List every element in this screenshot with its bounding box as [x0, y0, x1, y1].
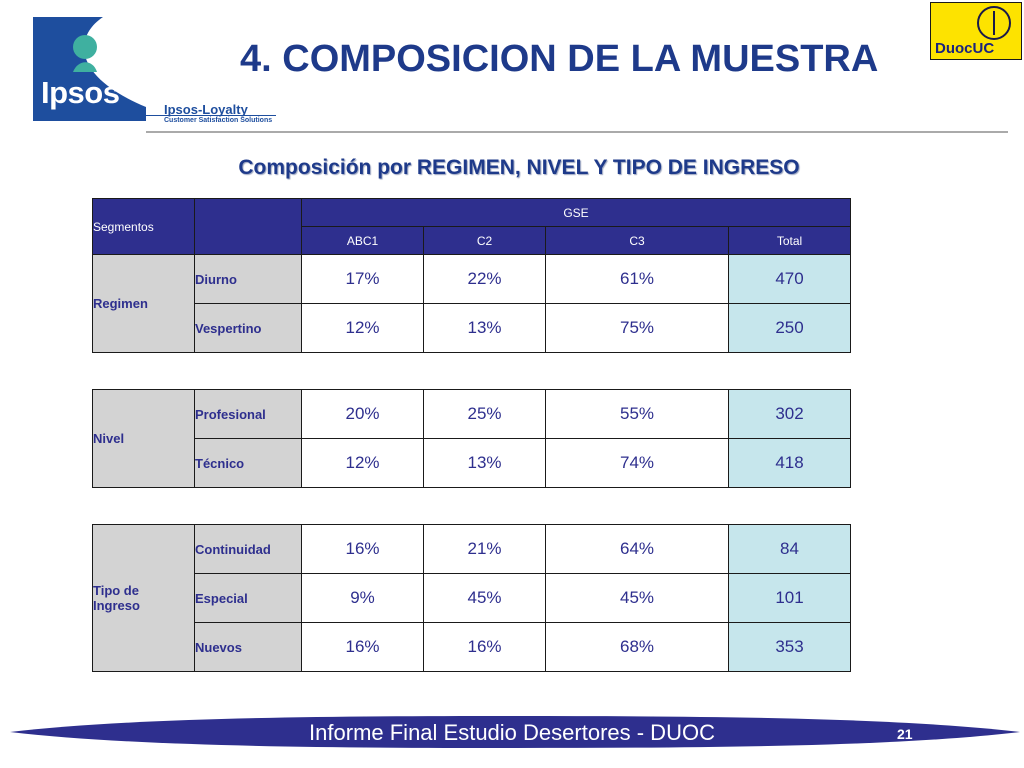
- footer-band: [10, 716, 1020, 748]
- cell-c2: 22%: [423, 254, 546, 304]
- cell-c3: 45%: [545, 573, 729, 623]
- cell-total: 418: [728, 438, 851, 488]
- gse-header: GSE: [301, 198, 851, 227]
- ipsos-figure-icon: [73, 17, 146, 107]
- cell-c2: 13%: [423, 438, 546, 488]
- duoc-shield-icon: [977, 6, 1011, 40]
- nivel-table: Nivel Profesional 20% 25% 55% 302 Técnic…: [92, 389, 851, 488]
- ipsos-loyalty-label: Ipsos-Loyalty: [164, 102, 248, 117]
- segments-header: Segmentos: [92, 198, 195, 255]
- ipsos-logo: Ipsos: [33, 17, 146, 121]
- cell-total: 470: [728, 254, 851, 304]
- duoc-wordmark: DuocUC: [935, 40, 995, 57]
- table-row: Técnico 12% 13% 74% 418: [93, 438, 851, 488]
- cell-total: 353: [728, 622, 851, 672]
- cell-abc1: 16%: [301, 622, 424, 672]
- cell-c2: 13%: [423, 303, 546, 353]
- logo-divider: [146, 115, 276, 116]
- row-label: Profesional: [194, 389, 302, 439]
- row-label: Diurno: [194, 254, 302, 304]
- footer-title: Informe Final Estudio Desertores - DUOC: [309, 720, 715, 745]
- cell-c3: 75%: [545, 303, 729, 353]
- table-row: Nuevos 16% 16% 68% 353: [93, 622, 851, 672]
- label-header: [194, 198, 302, 255]
- group-label: Nivel: [92, 389, 195, 488]
- cell-abc1: 12%: [301, 438, 424, 488]
- cell-total: 84: [728, 524, 851, 574]
- cell-abc1: 20%: [301, 389, 424, 439]
- table-row: Especial 9% 45% 45% 101: [93, 573, 851, 623]
- column-header-abc1: ABC1: [301, 226, 424, 255]
- cell-c3: 61%: [545, 254, 729, 304]
- row-label: Vespertino: [194, 303, 302, 353]
- row-label: Continuidad: [194, 524, 302, 574]
- table-row: Regimen Diurno 17% 22% 61% 470: [92, 254, 851, 353]
- column-header-total: Total: [728, 226, 851, 255]
- cell-abc1: 9%: [301, 573, 424, 623]
- ipsos-wordmark: Ipsos: [41, 75, 120, 110]
- cell-c2: 45%: [423, 573, 546, 623]
- cell-c3: 64%: [545, 524, 729, 574]
- cell-c3: 55%: [545, 389, 729, 439]
- cell-abc1: 17%: [301, 254, 424, 304]
- cell-abc1: 16%: [301, 524, 424, 574]
- table-row: Nivel Profesional 20% 25% 55% 302: [92, 389, 851, 488]
- ipsos-loyalty-tagline: Customer Satisfaction Solutions: [164, 117, 273, 124]
- regimen-table: Segmentos GSE ABC1 C2 C3 Total Regimen D…: [92, 198, 851, 353]
- cell-total: 302: [728, 389, 851, 439]
- cell-c2: 21%: [423, 524, 546, 574]
- table-subtitle: Composición por REGIMEN, NIVEL Y TIPO DE…: [238, 156, 800, 179]
- column-header-c3: C3: [545, 226, 729, 255]
- duoc-logo: DuocUC: [930, 2, 1022, 60]
- cell-c3: 68%: [545, 622, 729, 672]
- cell-abc1: 12%: [301, 303, 424, 353]
- cell-total: 101: [728, 573, 851, 623]
- column-header-c2: C2: [423, 226, 546, 255]
- cell-c2: 16%: [423, 622, 546, 672]
- row-label: Especial: [194, 573, 302, 623]
- cell-c3: 74%: [545, 438, 729, 488]
- tipo-ingreso-table: Tipo de Ingreso Continuidad 16% 21% 64% …: [92, 524, 851, 672]
- table-row: Tipo de Ingreso Continuidad 16% 21% 64% …: [92, 524, 851, 672]
- group-label: Tipo de Ingreso: [92, 524, 195, 672]
- table-row: Vespertino 12% 13% 75% 250: [93, 303, 851, 353]
- row-label: Técnico: [194, 438, 302, 488]
- group-label: Regimen: [92, 254, 195, 353]
- page-title: 4. COMPOSICION DE LA MUESTRA: [240, 38, 879, 80]
- header-divider: [146, 131, 1008, 133]
- row-label: Nuevos: [194, 622, 302, 672]
- cell-c2: 25%: [423, 389, 546, 439]
- cell-total: 250: [728, 303, 851, 353]
- page-number: 21: [897, 726, 913, 742]
